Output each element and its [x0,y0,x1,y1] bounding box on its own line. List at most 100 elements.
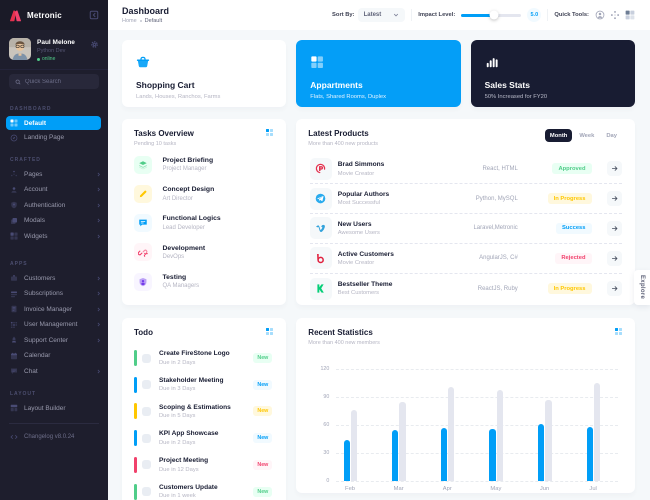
task-item[interactable]: Functional Logics Lead Developer [133,214,221,233]
todo-item: Create FireStone Logo Due in 2 Days New [134,350,273,366]
task-item[interactable]: Development DevOps [133,243,205,262]
product-name[interactable]: New Users [337,220,372,228]
todo-checkbox[interactable] [142,380,151,390]
arrow-right-button[interactable] [606,161,622,177]
avatar[interactable] [9,38,31,60]
tab-month[interactable]: Month [544,129,573,142]
task-title: Functional Logics [162,215,221,223]
task-item[interactable]: Testing QA Managers [133,272,199,291]
todo-checkbox[interactable] [142,487,151,496]
search-input[interactable] [25,78,93,85]
tab-week[interactable]: Week [579,132,595,139]
todo-checkbox[interactable] [142,460,151,470]
todo-item-title[interactable]: Customers Update [159,483,218,491]
sort-select[interactable]: Latest [357,8,406,22]
product-name[interactable]: Popular Authors [337,190,390,198]
task-title: Project Briefing [162,156,214,164]
dots-menu-icon[interactable] [615,328,622,335]
vimeo-icon [309,217,332,240]
sidebar-item-account[interactable]: Account [0,182,108,198]
todo-checkbox[interactable] [142,406,151,416]
chevron-right-icon [97,203,100,208]
product-name[interactable]: Active Customers [337,250,394,258]
product-name[interactable]: Bestseller Theme [337,280,393,288]
arrow-right-button[interactable] [606,250,622,266]
sort-select-value: Latest [363,12,382,18]
task-subtitle: Art Director [162,195,193,202]
sidebar-item-chat[interactable]: Chat [0,364,108,380]
modals-icon [10,217,18,225]
breadcrumb-home[interactable]: Home [122,18,137,25]
todo-item-title[interactable]: Project Meeting [159,457,209,465]
sidebar-item-label: Default [24,119,47,127]
scatter-icon[interactable] [610,10,620,20]
todo-color-bar [134,483,137,500]
impact-slider-knob[interactable] [489,10,499,20]
stat-card-sales-stats[interactable]: Sales Stats 50% Increased for FY20 [470,40,635,107]
task-item[interactable]: Concept Design Art Director [133,184,214,203]
chart-bar-net-profit [392,429,399,481]
todo-item-title[interactable]: KPI App Showcase [159,430,219,438]
sidebar-item-support-center[interactable]: Support Center [0,333,108,349]
sidebar-item-user-management[interactable]: User Management [0,317,108,333]
gear-icon[interactable] [90,40,99,49]
product-name[interactable]: Brad Simmons [337,161,385,169]
stat-card-shopping-cart[interactable]: Shopping Cart Lands, Houses, Ranchos, Far… [122,40,287,107]
chevron-right-icon [97,307,100,312]
todo-checkbox[interactable] [142,433,151,443]
chart-ytick: 0 [326,478,330,484]
kickstarter-icon [309,277,332,300]
stat-card-title: Sales Stats [484,80,530,90]
changelog-link[interactable]: Changelog v8.0.24 [0,430,108,444]
quick-tools-label: Quick Tools: [554,12,589,18]
arrow-right-button[interactable] [606,191,622,207]
tab-day[interactable]: Day [606,132,617,139]
sidebar-toggle-icon[interactable] [89,10,99,20]
todo-color-bar [134,350,137,366]
impact-slider[interactable] [461,10,522,20]
sidebar-item-landing-page[interactable]: Landing Page [0,130,108,146]
chevron-right-icon [97,291,100,296]
todo-color-bar [134,403,137,420]
dots-menu-icon[interactable] [266,328,274,335]
user-name: Paul Melone [37,39,75,46]
sidebar-item-authentication[interactable]: Authentication [0,198,108,214]
task-item[interactable]: Project Briefing Project Manager [133,155,214,174]
dots-menu-icon[interactable] [266,129,274,136]
sidebar-item-layout-builder[interactable]: Layout Builder [0,401,108,417]
todo-item-title[interactable]: Stakeholder Meeting [159,376,224,384]
product-row: Brad Simmons Movie Creator React, HTML Appr… [309,155,622,185]
search-box[interactable] [9,74,99,89]
sidebar-item-invoice-manager[interactable]: Invoice Manager [0,302,108,318]
product-subtitle: Movie Creator [337,170,375,177]
sidebar-item-modals[interactable]: Modals [0,213,108,229]
arrow-right-button[interactable] [606,220,622,236]
sidebar-item-widgets[interactable]: Widgets [0,229,108,245]
code-icon [10,433,18,441]
todo-item-title[interactable]: Create FireStone Logo [159,350,230,358]
grid-color-icon[interactable] [625,10,635,20]
sidebar-item-default[interactable]: Default [6,116,101,130]
pencil-icon [133,184,152,203]
chart-bar-revenue [350,410,358,481]
todo-item-title[interactable]: Scoping & Estimations [159,403,231,411]
user-circle-icon[interactable] [595,10,605,20]
arrow-right-button[interactable] [606,281,622,297]
chart-xlabel: Mar [393,486,404,492]
sidebar-item-subscriptions[interactable]: Subscriptions [0,286,108,302]
stat-card-appartments[interactable]: Appartments Flats, Shared Rooms, Duplex [296,40,461,107]
sidebar-item-calendar[interactable]: Calendar [0,348,108,364]
stat-card-subtitle: Flats, Shared Rooms, Duplex [310,94,387,100]
sidebar-item-pages[interactable]: Pages [0,167,108,183]
chart-gridline [336,481,618,482]
todo-new-badge: New [253,459,273,470]
chart-xlabel: Apr [442,486,452,492]
brand-row: Metronic [0,0,108,30]
sidebar-item-label: Account [24,186,48,194]
chart-bar-net-profit [440,427,447,481]
explore-button[interactable]: Explore [634,270,650,305]
message-icon [133,214,152,233]
todo-checkbox[interactable] [142,353,151,363]
sidebar-item-customers[interactable]: Customers [0,271,108,287]
